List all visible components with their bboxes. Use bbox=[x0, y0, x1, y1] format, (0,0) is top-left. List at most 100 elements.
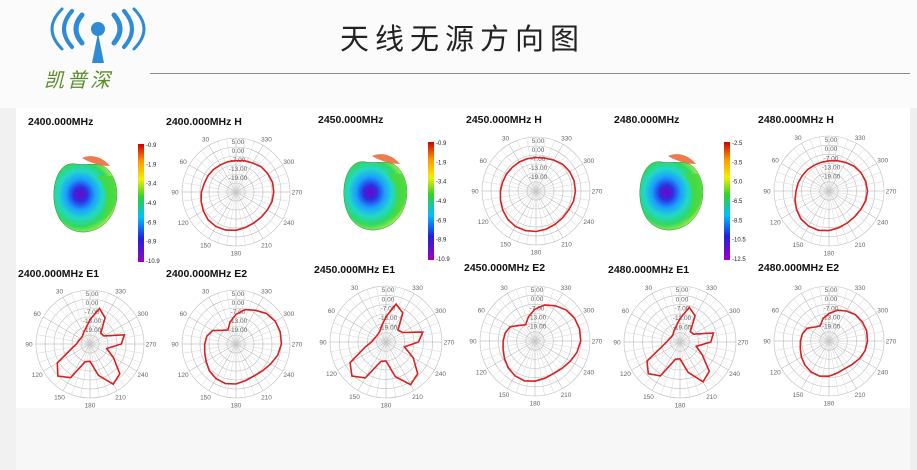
grid-spoke bbox=[226, 290, 237, 345]
radial-tick-label: -7.00 bbox=[824, 305, 839, 312]
chart-title: 2450.000MHz bbox=[318, 114, 383, 126]
radial-tick-label: 0.00 bbox=[232, 300, 245, 307]
grid-spoke bbox=[385, 298, 423, 343]
angle-tick-label: 210 bbox=[261, 394, 272, 401]
angle-tick-label: 210 bbox=[261, 242, 272, 249]
angle-tick-label: 210 bbox=[115, 394, 126, 401]
radial-tick-label: -13.00 bbox=[673, 315, 692, 322]
polar-plot-2400-e2: 2400.000MHz E2 30 60 90 120 150 180 210 240 270 30… bbox=[166, 268, 303, 410]
chart-title: 2480.000MHz E2 bbox=[758, 262, 839, 274]
grid-spoke bbox=[624, 332, 681, 343]
grid-spoke bbox=[828, 163, 877, 192]
radial-tick-label: -7.00 bbox=[824, 155, 839, 162]
grid-spoke bbox=[809, 289, 830, 342]
grid-spoke bbox=[235, 145, 264, 193]
grid-spoke bbox=[501, 190, 537, 233]
grid-spoke bbox=[517, 140, 537, 192]
grid-spoke bbox=[55, 302, 91, 345]
colorbar bbox=[428, 142, 434, 260]
grid-spoke bbox=[828, 340, 857, 389]
grid-spoke bbox=[39, 325, 91, 345]
results-panel bbox=[16, 108, 910, 408]
angle-tick-label: 300 bbox=[283, 159, 294, 166]
grid-spoke bbox=[534, 340, 545, 396]
angle-tick-label: 330 bbox=[115, 289, 126, 296]
grid-spoke bbox=[535, 190, 546, 245]
grid-spoke bbox=[535, 140, 555, 192]
grid-spoke bbox=[235, 309, 278, 345]
grid-spoke bbox=[482, 181, 537, 192]
grid-spoke bbox=[43, 343, 91, 372]
angle-tick-label: 120 bbox=[770, 220, 781, 227]
radial-tick-label: -19.00 bbox=[528, 324, 547, 331]
grid-spoke bbox=[828, 181, 884, 192]
angle-tick-label: 90 bbox=[763, 339, 771, 346]
colorbar-tick-label: -12.5 bbox=[732, 257, 746, 263]
grid-spoke bbox=[786, 305, 830, 342]
grid-spoke bbox=[801, 143, 830, 192]
grid-spoke bbox=[535, 181, 590, 192]
grid-spoke bbox=[793, 340, 830, 384]
grid-spoke bbox=[819, 340, 830, 396]
grid-spoke bbox=[357, 293, 387, 343]
grid-spoke bbox=[535, 149, 571, 192]
grid-spoke bbox=[330, 332, 387, 343]
grid-spoke bbox=[828, 190, 877, 219]
grid-spoke bbox=[535, 144, 564, 192]
radial-tick-label: -7.00 bbox=[85, 309, 100, 316]
grid-spoke bbox=[489, 163, 537, 192]
grid-spoke bbox=[39, 343, 91, 363]
angle-tick-label: 30 bbox=[351, 285, 359, 292]
pattern-trace bbox=[56, 307, 126, 386]
angle-tick-label: 270 bbox=[292, 190, 303, 197]
grid-spoke bbox=[781, 163, 830, 192]
grid-spoke bbox=[828, 313, 877, 342]
grid-spoke bbox=[208, 297, 237, 345]
grid-spoke bbox=[489, 190, 537, 219]
grid-spoke bbox=[492, 340, 536, 377]
grid-spoke bbox=[349, 341, 387, 386]
angle-tick-label: 210 bbox=[412, 394, 423, 401]
angle-tick-label: 270 bbox=[444, 340, 455, 347]
radial-tick-label: 0.00 bbox=[532, 147, 545, 154]
colorbar-tick-label: -3.4 bbox=[436, 180, 447, 186]
chart-title: 2400.000MHz E2 bbox=[166, 268, 247, 280]
grid-spoke bbox=[487, 340, 536, 369]
angle-tick-label: 180 bbox=[824, 251, 835, 258]
radial-tick-label: 0.00 bbox=[825, 146, 838, 153]
angle-tick-label: 60 bbox=[328, 308, 336, 315]
grid-spoke bbox=[786, 190, 830, 227]
grid-spoke bbox=[679, 305, 724, 343]
grid-spoke bbox=[679, 322, 733, 343]
grid-spoke bbox=[235, 164, 283, 193]
angle-tick-label: 330 bbox=[561, 136, 572, 143]
radial-tick-label: -13.00 bbox=[83, 318, 102, 325]
angle-tick-label: 300 bbox=[137, 311, 148, 318]
angle-tick-label: 150 bbox=[793, 392, 804, 399]
angle-tick-label: 150 bbox=[500, 241, 511, 248]
grid-spoke bbox=[670, 341, 681, 398]
polar-plot-2480-e2: 2480.000MHz E2 30 60 90 120 150 180 210 240 270 30… bbox=[758, 262, 897, 408]
grid-spoke bbox=[376, 341, 387, 398]
radial-tick-label: -13.00 bbox=[822, 165, 841, 172]
grid-spoke bbox=[777, 340, 830, 361]
grid-spoke bbox=[36, 343, 91, 354]
grid-spoke bbox=[194, 191, 237, 227]
grid-spoke bbox=[828, 190, 881, 211]
chart-title: 2450.000MHz H bbox=[466, 114, 542, 126]
angle-tick-label: 180 bbox=[85, 403, 96, 410]
grid-spoke bbox=[485, 172, 537, 192]
grid-spoke bbox=[235, 290, 246, 345]
angle-tick-label: 270 bbox=[592, 189, 603, 196]
grid-spoke bbox=[208, 343, 237, 391]
grid-spoke bbox=[828, 136, 839, 192]
grid-spoke bbox=[194, 157, 237, 193]
grid-spoke bbox=[235, 191, 287, 211]
radial-tick-label: -19.00 bbox=[83, 327, 102, 334]
grid-spoke bbox=[828, 190, 884, 201]
angle-tick-label: 120 bbox=[326, 371, 337, 378]
colorbar-tick-label: -10.9 bbox=[436, 257, 450, 263]
polar-plot-2450-e1: 2450.000MHz E1 30 60 90 120 150 180 210 240 270 30… bbox=[314, 264, 455, 410]
grid-spoke bbox=[333, 322, 387, 343]
grid-spoke bbox=[376, 286, 387, 343]
